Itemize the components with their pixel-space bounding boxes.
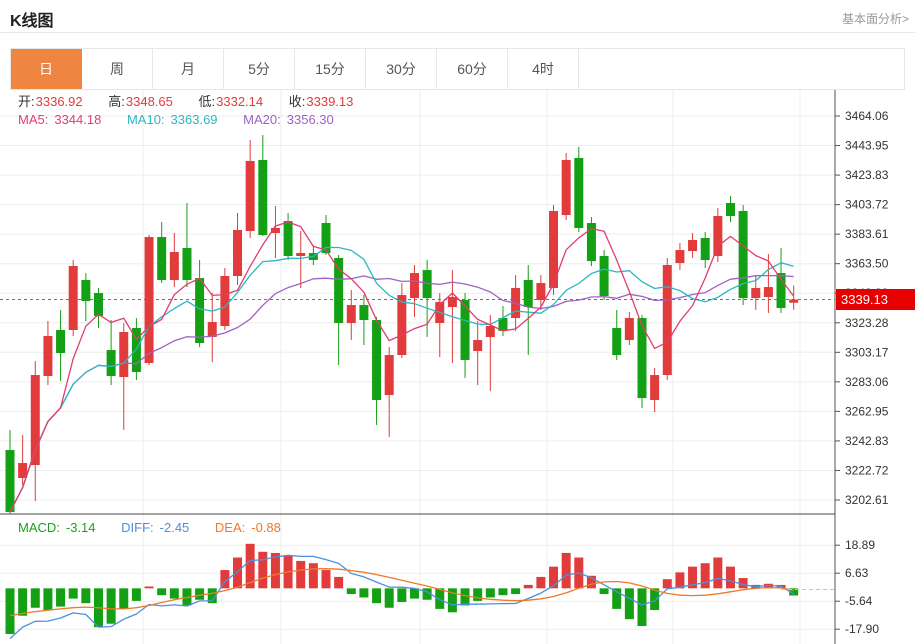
tab-60min[interactable]: 60分 [437, 49, 508, 89]
current-price-badge: 3339.13 [836, 288, 915, 310]
svg-text:3303.17: 3303.17 [845, 345, 889, 359]
tab-week[interactable]: 周 [82, 49, 153, 89]
svg-text:-17.90: -17.90 [845, 622, 879, 636]
tab-5min[interactable]: 5分 [224, 49, 295, 89]
macd-readout: MACD: -3.14 DIFF: -2.45 DEA: -0.88 [18, 520, 303, 535]
page-title: K线图 [10, 13, 54, 30]
header: K线图 基本面分析> [0, 0, 915, 33]
low-label: 低: [198, 94, 216, 109]
ma10-readout: MA10: 3363.69 [126, 112, 218, 127]
open-value: 3336.92 [35, 94, 83, 109]
svg-text:6.63: 6.63 [845, 566, 869, 580]
tab-month[interactable]: 月 [153, 49, 224, 89]
svg-text:3403.72: 3403.72 [845, 198, 889, 212]
svg-text:3323.28: 3323.28 [845, 316, 889, 330]
svg-text:18.89: 18.89 [845, 538, 875, 552]
tab-30min[interactable]: 30分 [366, 49, 437, 89]
tab-4hour[interactable]: 4时 [508, 49, 579, 89]
ma-readout: MA5: 3344.18 MA10: 3363.69 MA20: 3356.30 [18, 112, 356, 127]
low-value: 3332.14 [216, 94, 264, 109]
svg-text:3363.50: 3363.50 [845, 257, 889, 271]
svg-text:3242.83: 3242.83 [845, 434, 889, 448]
ma20-readout: MA20: 3356.30 [243, 112, 334, 127]
open-label: 开: [18, 94, 35, 109]
close-label: 收: [288, 94, 306, 109]
close-value: 3339.13 [306, 94, 354, 109]
high-value: 3348.65 [125, 94, 173, 109]
svg-text:3423.83: 3423.83 [845, 168, 889, 182]
svg-text:3283.06: 3283.06 [845, 375, 889, 389]
svg-text:3202.61: 3202.61 [845, 493, 889, 507]
svg-text:3443.95: 3443.95 [845, 139, 889, 153]
diff-value-readout: DIFF: -2.45 [121, 520, 190, 535]
fundamental-analysis-link[interactable]: 基本面分析> [841, 12, 909, 26]
ma5-readout: MA5: 3344.18 [18, 112, 102, 127]
high-label: 高: [108, 94, 125, 109]
svg-text:3262.95: 3262.95 [845, 404, 889, 418]
svg-text:3464.06: 3464.06 [845, 109, 889, 123]
tab-day[interactable]: 日 [11, 49, 82, 89]
svg-text:-5.64: -5.64 [845, 594, 873, 608]
ohlc-readout: 开:3336.92 高:3348.65 低:3332.14 收:3339.13 [18, 91, 375, 110]
period-tabs: 日 周 月 5分 15分 30分 60分 4时 [10, 48, 905, 90]
tabs-filler [579, 49, 904, 89]
dea-value-readout: DEA: -0.88 [214, 520, 281, 535]
tab-15min[interactable]: 15分 [295, 49, 366, 89]
svg-text:3383.61: 3383.61 [845, 227, 889, 241]
macd-value-readout: MACD: -3.14 [18, 520, 96, 535]
svg-text:3222.72: 3222.72 [845, 463, 889, 477]
